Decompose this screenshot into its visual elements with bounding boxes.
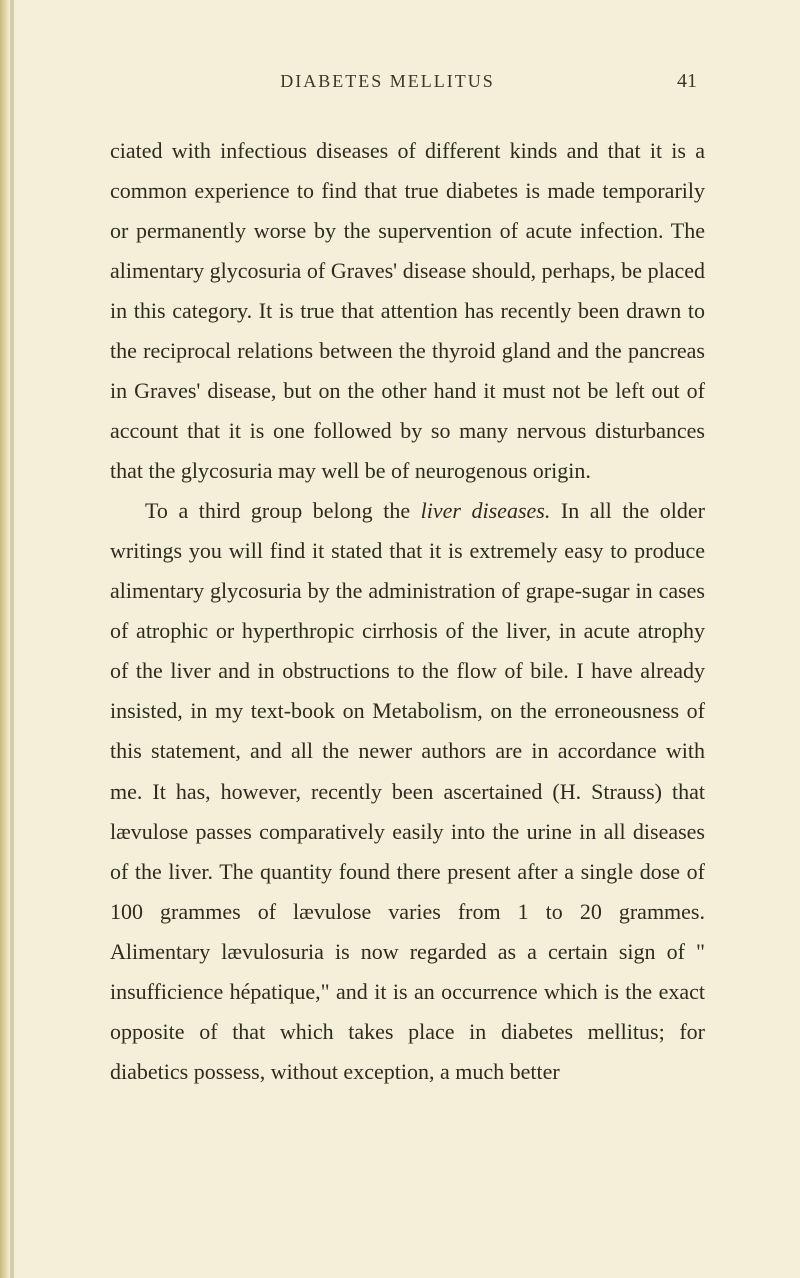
page-binding-shadow [10, 0, 14, 1278]
body-text-segment: To a third group belong the [145, 498, 421, 523]
paragraph-2: To a third group belong the liver diseas… [110, 491, 705, 1091]
body-text-segment: ciated with infectious diseases of diffe… [110, 138, 705, 483]
italic-text: liver diseases. [421, 498, 551, 523]
page-container: DIABETES MELLITUS 41 ciated with infecti… [0, 0, 800, 1278]
page-number: 41 [677, 70, 697, 93]
paragraph-1: ciated with infectious diseases of diffe… [110, 131, 705, 491]
page-binding-edge [0, 0, 10, 1278]
running-head: DIABETES MELLITUS [118, 71, 657, 92]
body-text: ciated with infectious diseases of diffe… [110, 131, 705, 1092]
body-text-segment: In all the older writings you will find … [110, 498, 705, 1083]
page-header: DIABETES MELLITUS 41 [110, 70, 705, 93]
